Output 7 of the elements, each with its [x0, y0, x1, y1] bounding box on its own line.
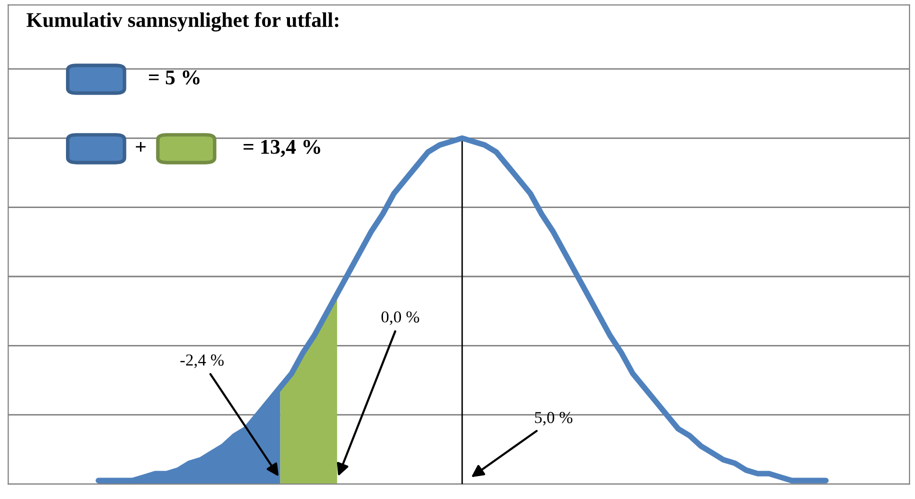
annotation: 5,0 % [535, 412, 572, 426]
annotation: -2,4 % [180, 354, 224, 368]
annotation: 0,0 % [381, 311, 420, 325]
annotation: + [136, 142, 146, 152]
annotation: = 13,4 % [244, 140, 320, 157]
text: = 5 % [148, 70, 200, 85]
chart-title: Kumulativ sannsynlighet for utfall: [26, 12, 338, 32]
